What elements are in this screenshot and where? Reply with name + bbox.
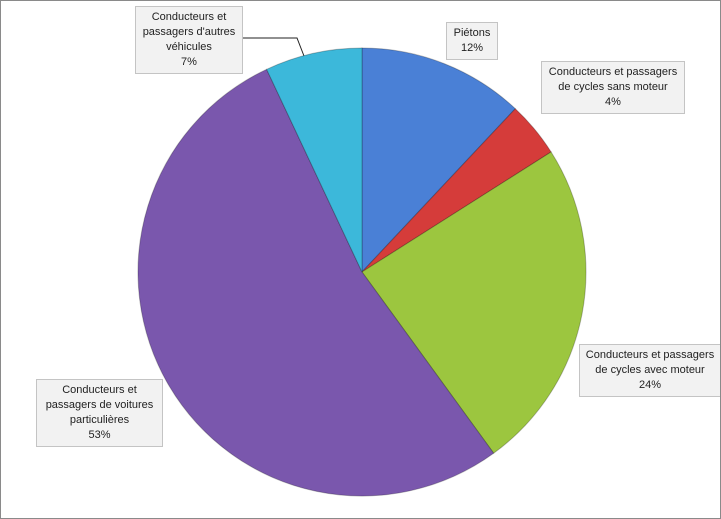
label-name: Conducteurs et passagers de cycles avec … [585, 349, 715, 376]
pie-slice [265, 47, 363, 273]
data-label: Conducteurs et passagers d'autres véhicu… [135, 6, 243, 74]
label-name: Conducteurs et passagers de cycles sans … [548, 66, 678, 93]
pie-slice [137, 68, 495, 497]
label-name: Piétons [453, 27, 491, 39]
data-label: Piétons 12% [446, 22, 498, 60]
data-label: Conducteurs et passagers de cycles sans … [541, 61, 685, 114]
label-name: Conducteurs et passagers de voitures par… [45, 384, 154, 426]
label-value: 7% [181, 56, 197, 68]
leader-line [242, 37, 305, 57]
pie-slice [361, 108, 552, 273]
pie-slice [361, 151, 587, 454]
label-value: 4% [605, 96, 621, 108]
data-label: Conducteurs et passagers de cycles avec … [579, 344, 720, 397]
label-value: 24% [638, 379, 662, 391]
label-value: 12% [460, 42, 484, 54]
data-label: Conducteurs et passagers de voitures par… [36, 379, 163, 447]
pie-slice [361, 47, 517, 274]
label-name: Conducteurs et passagers d'autres véhicu… [142, 11, 236, 53]
label-value: 53% [88, 429, 111, 441]
